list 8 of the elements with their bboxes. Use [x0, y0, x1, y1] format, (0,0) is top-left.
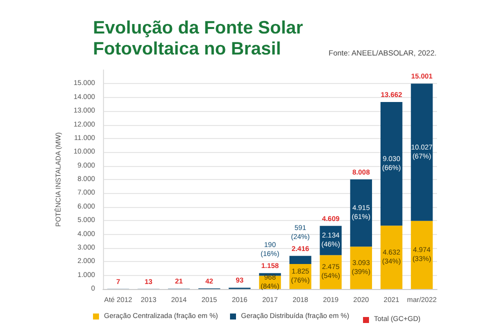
- bar: [259, 273, 281, 276]
- bar: [289, 256, 312, 264]
- bar: [350, 179, 372, 247]
- bar: [410, 220, 433, 289]
- bar: [410, 84, 433, 221]
- chart-title: Evolução da Fonte Solar Fotovoltaica no Brasil: [93, 18, 304, 58]
- bar: [380, 226, 402, 289]
- bar: [380, 102, 402, 226]
